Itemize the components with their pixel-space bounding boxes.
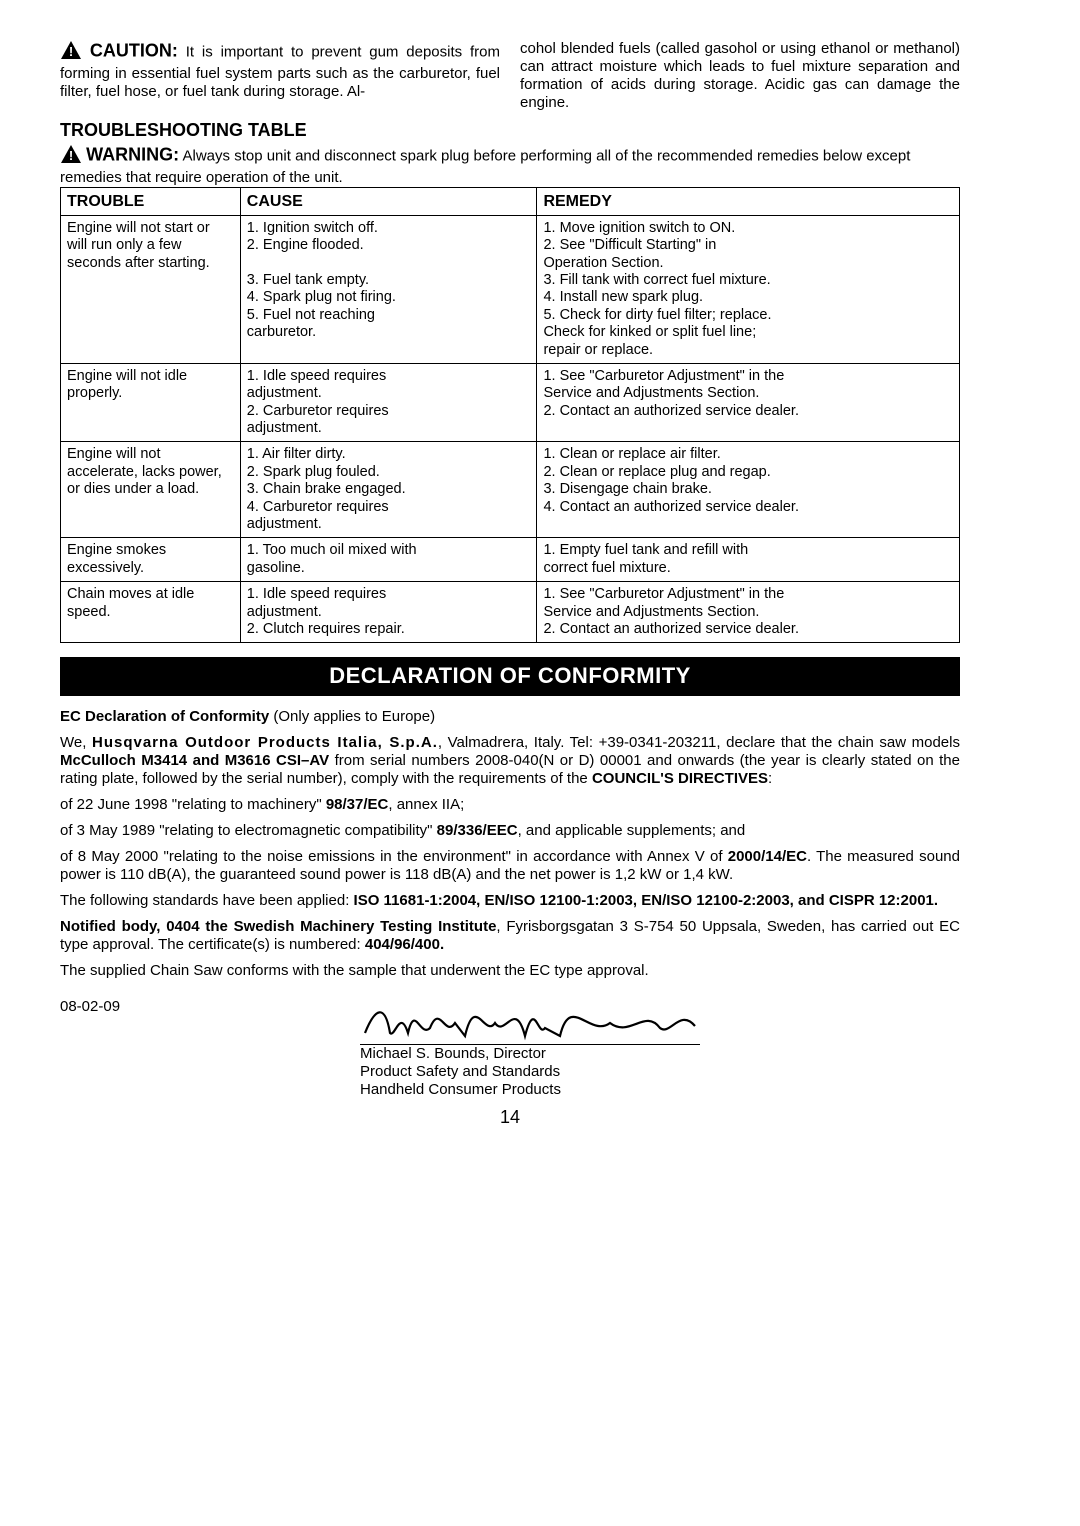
sig-line3: Handheld Consumer Products [360, 1081, 700, 1099]
table-row: Engine will not start or will run only a… [61, 215, 960, 363]
warning-label: WARNING: [86, 144, 179, 164]
page-number: 14 [60, 1107, 960, 1129]
table-row: Engine smokes excessively. 1. Too much o… [61, 538, 960, 582]
warning-block: ! WARNING: Always stop unit and disconne… [60, 144, 960, 187]
decl-p7: The supplied Chain Saw conforms with the… [60, 962, 960, 980]
decl-p1: We, Husqvarna Outdoor Products Italia, S… [60, 734, 960, 788]
signature-icon [360, 988, 700, 1043]
sig-line2: Product Safety and Standards [360, 1063, 700, 1081]
sig-name: Michael S. Bounds, Director [360, 1045, 700, 1063]
table-row: Chain moves at idle speed. 1. Idle speed… [61, 582, 960, 643]
troubleshooting-title: TROUBLESHOOTING TABLE [60, 120, 960, 142]
troubleshooting-table: TROUBLE CAUSE REMEDY Engine will not sta… [60, 187, 960, 644]
col-remedy: REMEDY [537, 187, 960, 215]
declaration-banner: DECLARATION OF CONFORMITY [60, 657, 960, 695]
decl-p4: of 8 May 2000 "relating to the noise emi… [60, 848, 960, 884]
decl-p2: of 22 June 1998 "relating to machinery" … [60, 796, 960, 814]
svg-text:!: ! [69, 148, 73, 163]
col-trouble: TROUBLE [61, 187, 241, 215]
table-row: Engine will not idle properly. 1. Idle s… [61, 363, 960, 442]
warning-text: Always stop unit and disconnect spark pl… [60, 147, 910, 186]
col-cause: CAUSE [240, 187, 537, 215]
table-row: Engine will not accelerate, lacks power,… [61, 442, 960, 538]
decl-p3: of 3 May 1989 "relating to electromagnet… [60, 822, 960, 840]
caution-block: ! CAUTION: It is important to prevent gu… [60, 40, 960, 112]
caution-right-text: cohol blended fuels (called gasohol or u… [520, 40, 960, 112]
decl-p5: The following standards have been applie… [60, 892, 960, 910]
ec-title: EC Declaration of Conformity (Only appli… [60, 708, 960, 726]
decl-p6: Notified body, 0404 the Swedish Machiner… [60, 918, 960, 954]
caution-icon: ! [60, 40, 82, 65]
caution-label: CAUTION: [90, 40, 178, 60]
declaration-date: 08-02-09 [60, 998, 360, 1016]
warning-icon: ! [60, 144, 82, 169]
svg-text:!: ! [69, 44, 73, 59]
